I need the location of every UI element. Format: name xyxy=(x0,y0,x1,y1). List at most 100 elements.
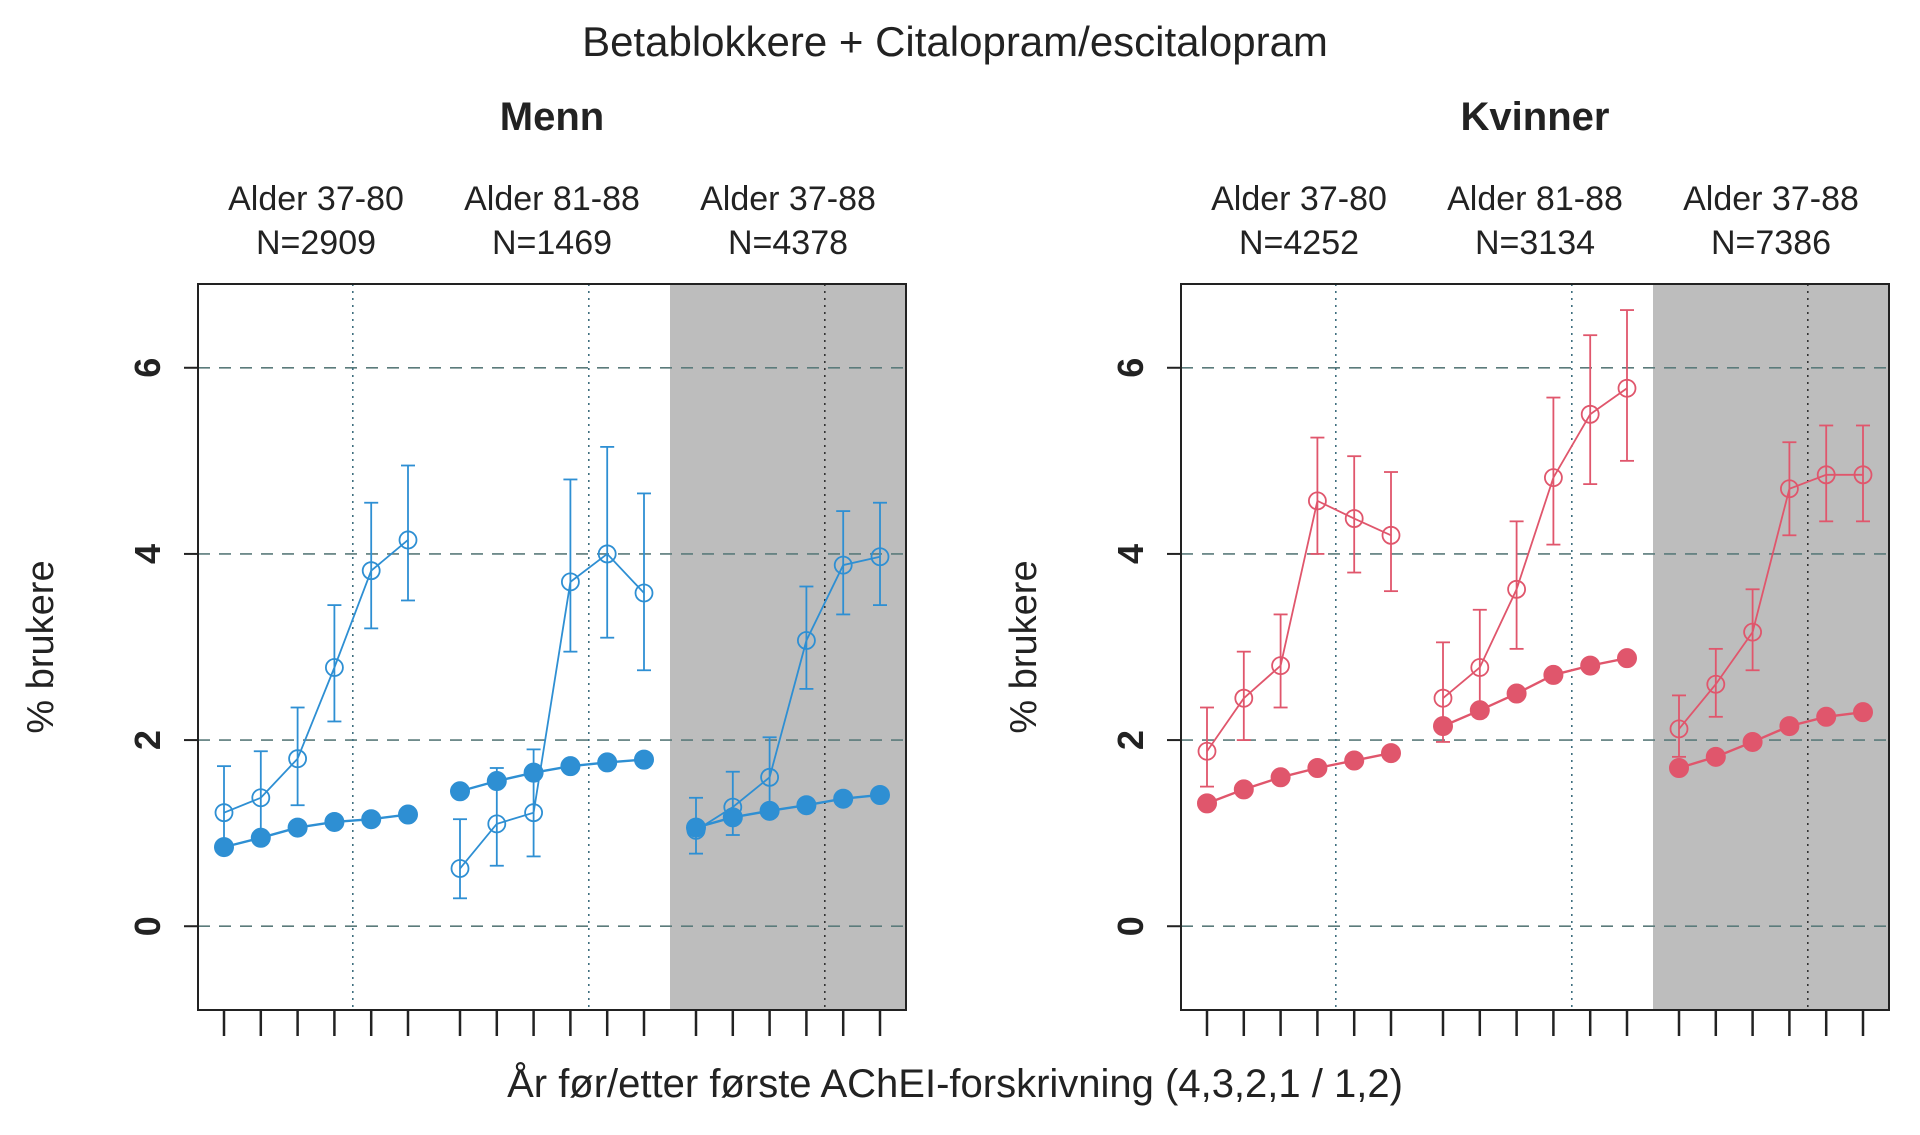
data-point xyxy=(214,837,234,858)
series-combination xyxy=(1433,309,1637,743)
data-point xyxy=(833,555,853,575)
series-betablokkere xyxy=(1669,702,1873,778)
data-point xyxy=(1816,465,1836,485)
data-point xyxy=(1469,700,1490,721)
data-point xyxy=(870,784,890,805)
chart-title: Betablokkere + Citalopram/escitalopram xyxy=(582,18,1328,65)
data-point xyxy=(1381,743,1401,764)
data-point xyxy=(686,817,706,838)
group-age-label: Alder 37-88 xyxy=(1683,180,1859,218)
series-combination xyxy=(450,445,654,900)
data-point xyxy=(486,771,507,792)
data-point xyxy=(1344,509,1364,528)
data-point xyxy=(1706,674,1726,694)
data-point xyxy=(1543,664,1564,685)
data-point xyxy=(1307,758,1328,778)
data-point xyxy=(361,561,381,581)
group-age-label: Alder 37-80 xyxy=(228,180,404,218)
group-age-label: Alder 37-88 xyxy=(700,180,876,218)
group-n-label: N=3134 xyxy=(1475,224,1595,262)
data-point xyxy=(1470,658,1490,677)
data-point xyxy=(1617,378,1637,398)
data-point xyxy=(1344,750,1365,771)
data-point xyxy=(398,530,418,550)
data-point xyxy=(870,547,890,567)
data-point xyxy=(1197,793,1217,814)
data-point xyxy=(1779,716,1800,737)
plot-frame xyxy=(197,283,907,1011)
group-n-label: N=2909 xyxy=(256,224,376,262)
group-alder-37-80: Alder 37-80 N=4252 xyxy=(1197,180,1401,1036)
data-point xyxy=(1617,648,1637,669)
data-point xyxy=(487,814,507,834)
series-betablokkere xyxy=(450,749,654,802)
y-tick-label: 2 xyxy=(127,730,168,750)
data-point xyxy=(1271,656,1290,676)
group-age-label: Alder 81-88 xyxy=(1447,180,1623,218)
data-point xyxy=(1669,719,1689,739)
group-n-label: N=7386 xyxy=(1711,224,1831,262)
data-point xyxy=(1816,706,1837,727)
y-tick-label: 6 xyxy=(127,358,168,378)
y-axis-label: % brukere xyxy=(1003,560,1045,733)
data-point xyxy=(251,788,271,808)
y-tick-label: 0 xyxy=(1110,916,1151,936)
group-n-label: N=1469 xyxy=(492,224,612,262)
data-point xyxy=(796,795,817,816)
data-point xyxy=(1853,702,1873,723)
y-tick-label: 2 xyxy=(1110,730,1151,750)
data-point xyxy=(597,544,617,564)
series-line xyxy=(1442,387,1628,699)
data-point xyxy=(1308,491,1327,511)
data-point xyxy=(1381,525,1401,545)
data-point xyxy=(760,767,779,787)
y-tick-label: 4 xyxy=(1110,544,1151,564)
data-point xyxy=(1742,731,1763,752)
data-point xyxy=(450,781,470,802)
y-tick-label: 6 xyxy=(1110,358,1151,378)
data-point xyxy=(1234,688,1254,708)
data-point xyxy=(287,817,308,838)
group-alder-81-88: Alder 81-88 N=1469 xyxy=(450,180,654,1036)
group-age-label: Alder 37-80 xyxy=(1211,180,1387,218)
series-combination xyxy=(1669,424,1873,758)
data-point xyxy=(324,658,344,677)
data-point xyxy=(214,803,234,823)
group-age-label: Alder 81-88 xyxy=(464,180,640,218)
data-point xyxy=(288,749,308,769)
group-n-label: N=4252 xyxy=(1239,224,1359,262)
data-point xyxy=(597,752,618,773)
group-n-label: N=4378 xyxy=(728,224,848,262)
series-combination xyxy=(214,464,418,853)
data-point xyxy=(1197,741,1217,761)
data-point xyxy=(1544,468,1563,488)
series-betablokkere xyxy=(686,784,890,838)
data-point xyxy=(524,803,543,823)
series-combination xyxy=(1197,436,1401,788)
y-tick-label: 4 xyxy=(127,544,168,564)
panel-title: Kvinner xyxy=(1461,95,1610,139)
y-axis-label: % brukere xyxy=(20,560,62,733)
data-point xyxy=(1780,479,1799,499)
data-point xyxy=(833,788,854,809)
data-point xyxy=(1433,716,1453,737)
data-point xyxy=(1580,655,1601,676)
data-point xyxy=(1669,758,1689,778)
data-point xyxy=(1433,688,1453,708)
data-point xyxy=(1853,465,1873,485)
data-point xyxy=(1506,683,1527,704)
panel-title: Menn xyxy=(500,95,604,139)
series-line xyxy=(1206,499,1392,752)
data-point xyxy=(1580,404,1600,424)
data-point xyxy=(1270,767,1291,788)
data-point xyxy=(324,811,345,832)
group-alder-81-88: Alder 81-88 N=3134 xyxy=(1433,180,1637,1036)
group-alder-37-88: Alder 37-88 N=4378 xyxy=(686,180,890,1036)
data-point xyxy=(759,800,780,821)
series-betablokkere xyxy=(214,804,418,858)
data-point xyxy=(361,809,382,830)
series-line xyxy=(459,552,645,870)
series-betablokkere xyxy=(1197,743,1401,814)
